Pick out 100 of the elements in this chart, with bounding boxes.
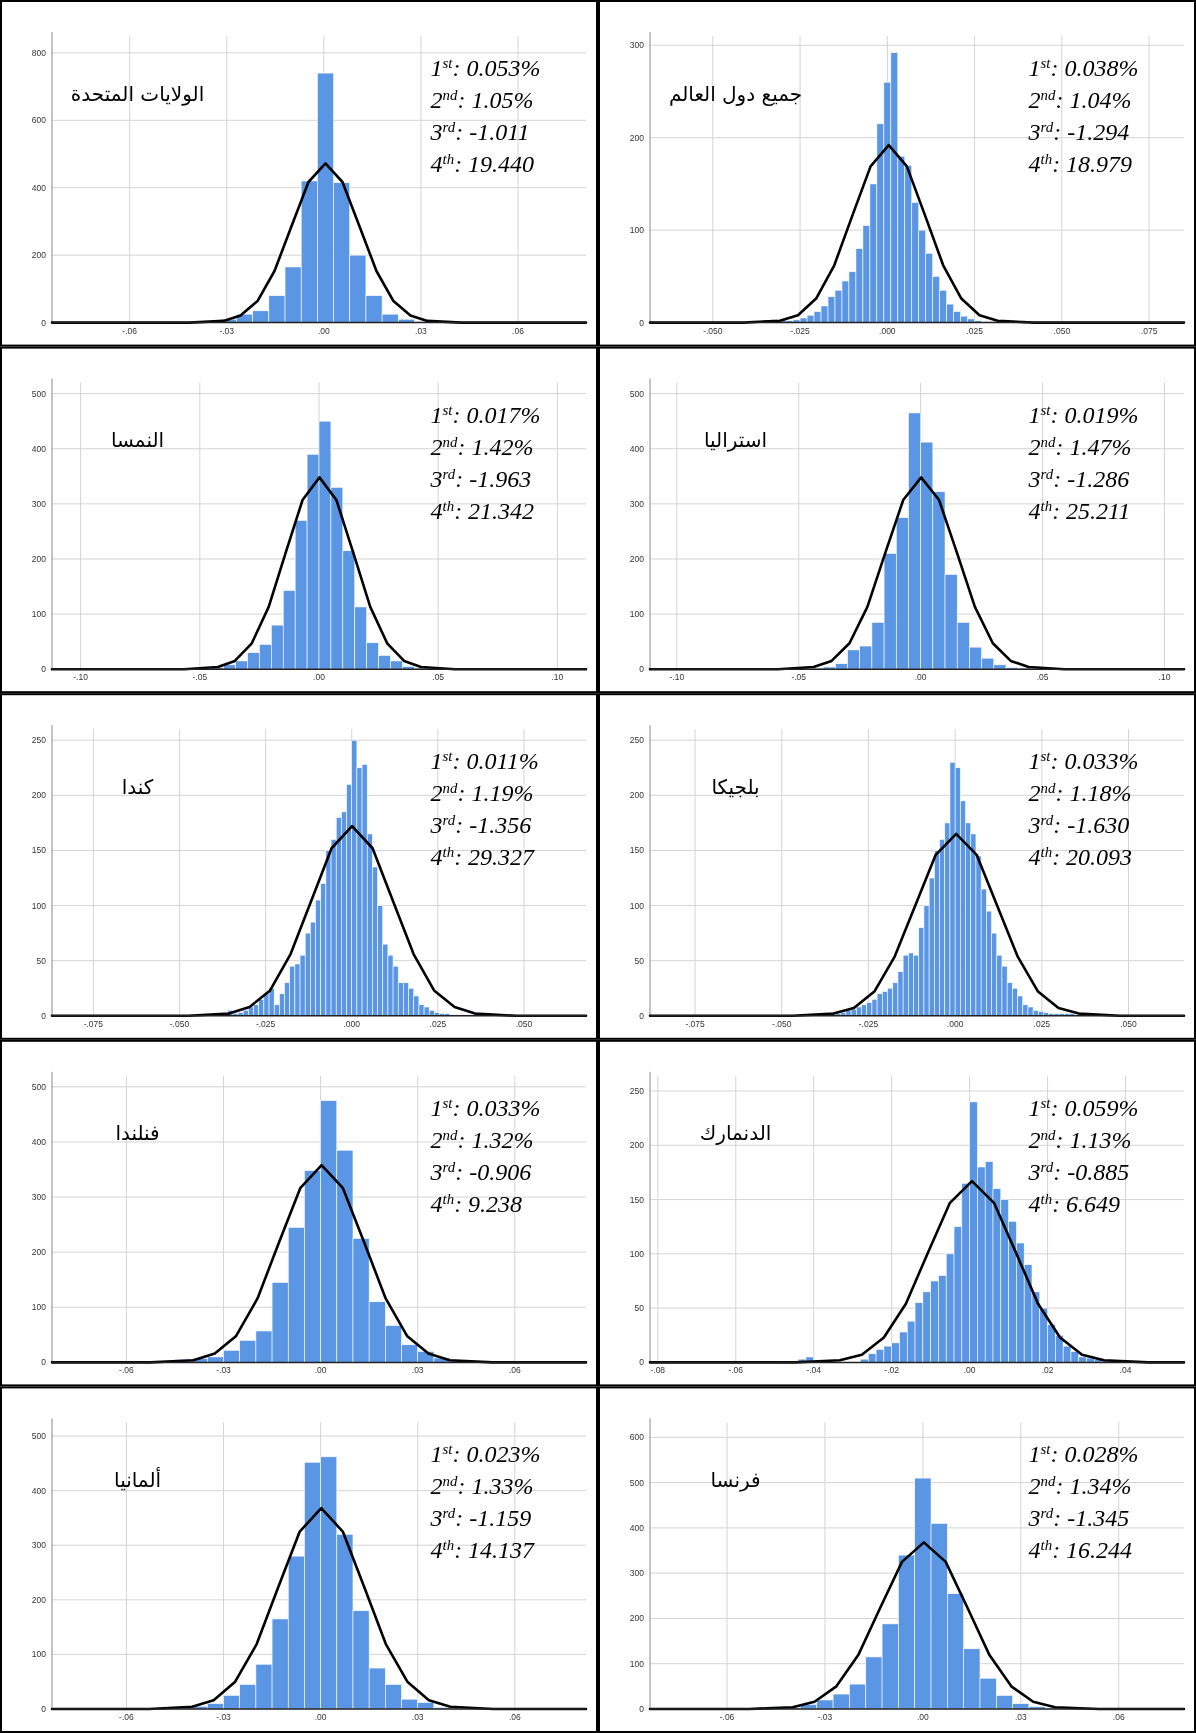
y-tick-label: 200 [629, 132, 645, 143]
x-tick-label: -.03 [817, 1712, 833, 1722]
y-tick-label: 100 [629, 609, 645, 620]
y-tick-label: 100 [629, 900, 645, 911]
x-tick-label: .03 [1014, 1712, 1027, 1722]
annotation: 3$^{rd}$: -1.294 [1027, 119, 1130, 145]
y-tick-label: 0 [639, 1010, 645, 1021]
annotation: 1$^{st}$: 0.059% [1028, 1094, 1139, 1121]
y-tick-label: 200 [31, 1247, 47, 1258]
y-tick-label: 800 [31, 47, 47, 58]
text: الولايات المتحدة [70, 81, 205, 106]
annotation: 1$^{st}$: 0.011% [430, 748, 539, 775]
y-tick-label: 300 [31, 1540, 47, 1551]
y-tick-label: 500 [31, 1431, 47, 1442]
annotation: 2$^{nd}$: 1.18% [1028, 780, 1132, 807]
y-tick-label: 150 [629, 1194, 645, 1205]
x-tick-label: .000 [343, 1018, 361, 1029]
annotation: 1$^{st}$: 0.038% [1028, 55, 1139, 81]
text: ألمانيا [114, 1466, 162, 1492]
x-tick-label: .000 [946, 1018, 964, 1029]
y-tick-label: 100 [629, 225, 645, 236]
x-tick-label: .03 [411, 1712, 424, 1722]
annotation: 3$^{rd}$: -1.159 [429, 1505, 532, 1532]
x-tick-label: -.075 [83, 1018, 104, 1029]
annotation: 3$^{rd}$: -0.906 [429, 1158, 532, 1185]
x-tick-label: -.075 [685, 1018, 706, 1029]
x-tick-label: -.05 [192, 672, 208, 683]
x-tick-label: .050 [1053, 325, 1071, 336]
y-tick-label: 400 [31, 182, 47, 193]
text: فرنسا [710, 1467, 761, 1492]
y-tick-label: 100 [31, 1302, 47, 1313]
y-tick-label: 300 [629, 1568, 645, 1579]
annotation: 2$^{nd}$: 1.42% [430, 433, 534, 460]
x-tick-label: .025 [1033, 1018, 1051, 1029]
y-tick-label: 300 [629, 498, 645, 509]
y-tick-label: 600 [31, 115, 47, 126]
y-tick-label: 500 [31, 1081, 47, 1092]
annotation: 2$^{nd}$: 1.19% [430, 780, 534, 807]
x-tick-label: .10 [1158, 672, 1171, 683]
y-tick-label: 200 [31, 250, 47, 261]
x-tick-label: .02 [1041, 1365, 1054, 1376]
annotation: 4$^{th}$: 29.327 [430, 844, 536, 871]
annotation: 2$^{nd}$: 1.05% [430, 87, 534, 113]
y-tick-label: 100 [31, 900, 47, 911]
annotation: 2$^{nd}$: 1.13% [1028, 1126, 1132, 1153]
y-tick-label: 400 [31, 1136, 47, 1147]
annotation: 4$^{th}$: 16.244 [1028, 1537, 1133, 1564]
x-tick-label: .050 [1120, 1018, 1138, 1029]
y-tick-label: 400 [629, 443, 645, 454]
annotation: 1$^{st}$: 0.033% [430, 1094, 541, 1121]
text: فنلندا [115, 1121, 160, 1146]
y-tick-label: 300 [31, 498, 47, 509]
y-tick-label: 100 [31, 609, 47, 620]
y-tick-label: 0 [639, 1357, 645, 1368]
y-tick-label: 200 [31, 553, 47, 564]
annotation: 2$^{nd}$: 1.34% [1028, 1473, 1132, 1500]
x-tick-label: -.050 [169, 1018, 190, 1029]
annotation: 1$^{st}$: 0.053% [430, 55, 541, 81]
y-tick-label: 50 [634, 955, 645, 966]
x-tick-label: .03 [415, 325, 428, 336]
y-tick-label: 0 [41, 1010, 47, 1021]
annotation: 3$^{rd}$: -1.356 [429, 812, 532, 839]
y-tick-label: 0 [41, 664, 47, 675]
text: جميع دول العالم [668, 81, 803, 106]
x-tick-label: .00 [317, 325, 331, 336]
x-tick-label: -.06 [119, 1712, 135, 1722]
y-tick-label: 200 [31, 1594, 47, 1605]
x-tick-label: -.08 [650, 1365, 666, 1376]
y-tick-label: 400 [629, 1522, 645, 1533]
y-tick-label: 50 [36, 955, 47, 966]
annotation: 4$^{th}$: 6.649 [1028, 1190, 1121, 1217]
y-tick-label: 250 [629, 735, 645, 746]
x-tick-label: .025 [966, 325, 984, 336]
annotation: 3$^{rd}$: -1.286 [1027, 465, 1130, 492]
x-tick-label: .00 [916, 1712, 930, 1722]
x-tick-label: .025 [429, 1018, 447, 1029]
x-tick-label: .00 [963, 1365, 976, 1376]
x-tick-label: .05 [432, 672, 445, 683]
x-tick-label: -.025 [858, 1018, 879, 1029]
y-tick-label: 250 [629, 1086, 645, 1096]
y-tick-label: 150 [629, 845, 645, 856]
y-tick-label: 0 [639, 317, 645, 328]
x-tick-label: .03 [411, 1365, 424, 1376]
annotation: 1$^{st}$: 0.017% [430, 401, 541, 428]
y-tick-label: 500 [31, 388, 47, 399]
x-tick-label: .06 [512, 325, 525, 336]
y-tick-label: 200 [629, 1140, 645, 1151]
x-tick-label: -.04 [806, 1365, 822, 1376]
y-tick-label: 300 [629, 40, 645, 51]
y-tick-label: 300 [31, 1192, 47, 1203]
x-tick-label: .10 [551, 672, 564, 683]
y-tick-label: 50 [634, 1303, 645, 1314]
x-tick-label: -.025 [255, 1018, 276, 1029]
x-tick-label: -.06 [719, 1712, 735, 1722]
text: استراليا [703, 428, 768, 453]
annotation: 3$^{rd}$: -0.885 [1027, 1158, 1130, 1185]
x-tick-label: .06 [508, 1712, 521, 1722]
annotation: 2$^{nd}$: 1.47% [1028, 433, 1132, 460]
x-tick-label: .00 [314, 1365, 327, 1376]
x-tick-label: -.06 [728, 1365, 744, 1376]
